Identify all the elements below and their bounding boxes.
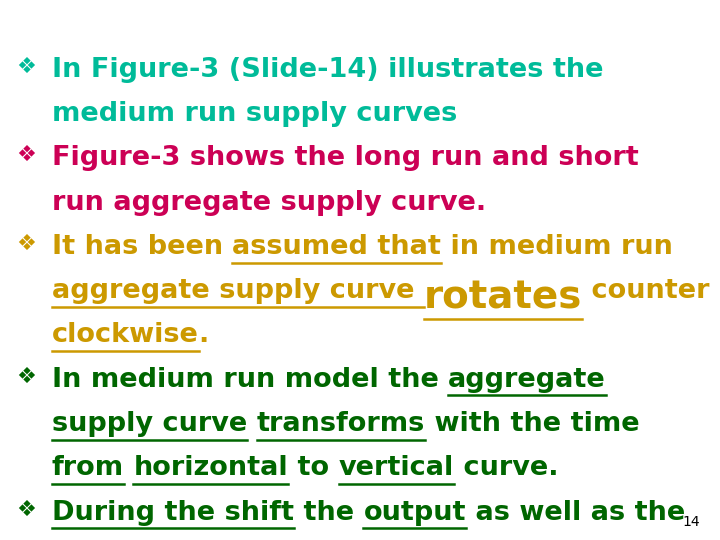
Text: as well as the: as well as the [466, 500, 685, 525]
Text: Figure-3 shows the long run and short: Figure-3 shows the long run and short [52, 145, 639, 171]
Text: to: to [288, 455, 338, 481]
Text: ❖: ❖ [16, 500, 36, 519]
Text: clockwise: clockwise [52, 322, 199, 348]
Text: medium run supply curves: medium run supply curves [52, 101, 457, 127]
Text: rotates: rotates [424, 278, 582, 316]
Text: transforms: transforms [256, 411, 425, 437]
Text: run aggregate supply curve.: run aggregate supply curve. [52, 190, 486, 215]
Text: in medium run: in medium run [441, 234, 673, 260]
Text: ❖: ❖ [16, 145, 36, 165]
Text: During the shift: During the shift [52, 500, 294, 525]
Text: with the time: with the time [425, 411, 639, 437]
Text: counter: counter [582, 278, 710, 304]
Text: output: output [364, 500, 466, 525]
Text: In Figure-3 (Slide-14) illustrates the: In Figure-3 (Slide-14) illustrates the [52, 57, 603, 83]
Text: assumed that: assumed that [233, 234, 441, 260]
Text: 14: 14 [683, 515, 700, 529]
Text: vertical: vertical [338, 455, 454, 481]
Text: .: . [199, 322, 209, 348]
Text: supply curve: supply curve [52, 411, 247, 437]
Text: ❖: ❖ [16, 367, 36, 387]
Text: ❖: ❖ [16, 234, 36, 254]
Text: It has been: It has been [52, 234, 233, 260]
Text: horizontal: horizontal [133, 455, 288, 481]
Text: aggregate: aggregate [449, 367, 606, 393]
Text: from: from [52, 455, 124, 481]
Text: aggregate supply curve: aggregate supply curve [52, 278, 424, 304]
Text: curve.: curve. [454, 455, 559, 481]
Text: In medium run model the: In medium run model the [52, 367, 449, 393]
Text: the: the [294, 500, 364, 525]
Text: ❖: ❖ [16, 57, 36, 77]
